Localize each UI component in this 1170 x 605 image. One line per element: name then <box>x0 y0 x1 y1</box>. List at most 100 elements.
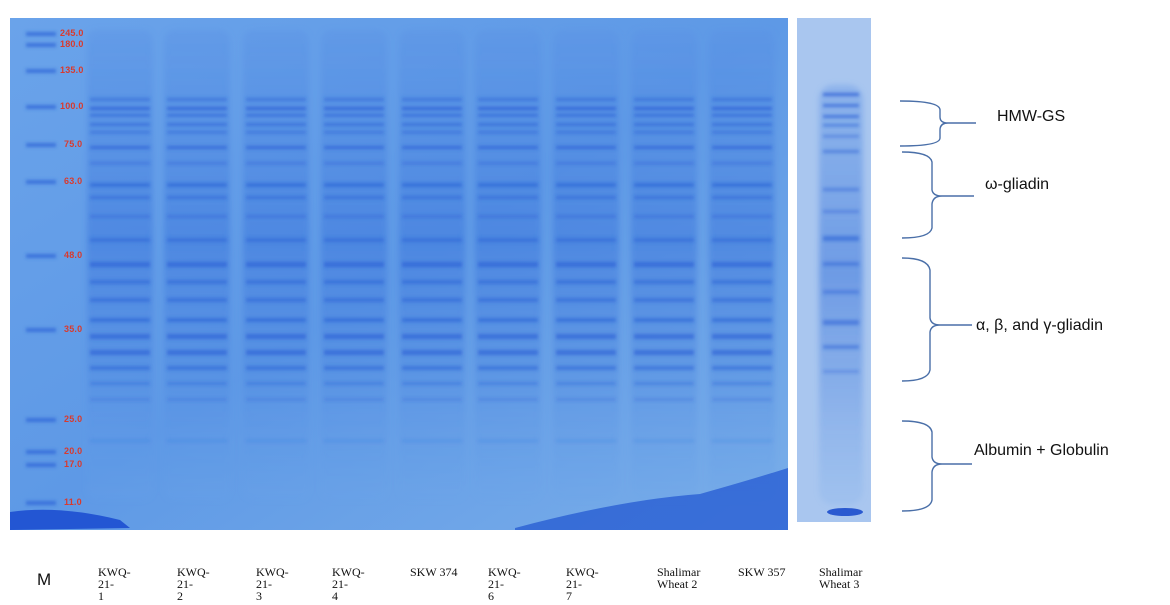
protein-band <box>402 162 462 165</box>
protein-band <box>402 382 462 385</box>
protein-band <box>402 123 462 126</box>
protein-band <box>634 280 694 284</box>
protein-band <box>478 196 538 199</box>
protein-band <box>324 350 384 355</box>
protein-band <box>823 345 859 349</box>
marker-size-label: 135.0 <box>60 65 84 75</box>
protein-band <box>167 131 227 134</box>
marker-band <box>26 69 56 73</box>
protein-band <box>556 366 616 370</box>
dye-front-right <box>515 468 788 530</box>
protein-band <box>823 124 859 127</box>
protein-band <box>167 334 227 339</box>
marker-band <box>26 418 56 422</box>
protein-band <box>324 238 384 242</box>
protein-band <box>478 366 538 370</box>
protein-band <box>712 215 772 218</box>
marker-size-label: 35.0 <box>64 324 83 334</box>
protein-band <box>167 350 227 355</box>
protein-band <box>90 183 150 187</box>
protein-band <box>634 334 694 339</box>
lane-label: KWQ-21- 1 <box>98 565 131 603</box>
protein-band <box>90 114 150 117</box>
protein-band <box>167 98 227 101</box>
protein-band <box>556 162 616 165</box>
protein-band <box>246 298 306 302</box>
protein-band <box>712 196 772 199</box>
protein-band <box>402 280 462 284</box>
protein-band <box>556 215 616 218</box>
protein-band <box>167 215 227 218</box>
protein-band <box>634 262 694 267</box>
protein-band <box>634 318 694 322</box>
protein-band <box>556 298 616 302</box>
protein-band <box>823 188 859 191</box>
protein-band <box>402 350 462 355</box>
protein-band <box>167 366 227 370</box>
protein-band <box>90 196 150 199</box>
protein-band <box>712 398 772 401</box>
dye-front <box>10 509 130 530</box>
protein-band <box>324 98 384 101</box>
lane-label: KWQ-21- 2 <box>177 565 210 603</box>
protein-band <box>402 366 462 370</box>
protein-band <box>246 107 306 110</box>
marker-band <box>26 180 56 184</box>
protein-band <box>712 131 772 134</box>
region-label-abg-gliadin: α, β, and γ-gliadin <box>976 317 1103 334</box>
protein-band <box>478 123 538 126</box>
protein-band <box>823 236 859 241</box>
protein-band <box>556 440 616 442</box>
protein-band <box>246 162 306 165</box>
bracket-abg <box>901 257 972 382</box>
protein-band <box>90 98 150 101</box>
marker-band <box>26 328 56 332</box>
protein-band <box>246 183 306 187</box>
protein-band <box>478 318 538 322</box>
protein-band <box>556 350 616 355</box>
protein-band <box>712 382 772 385</box>
protein-band <box>90 215 150 218</box>
lane-label: KWQ-21- 4 <box>332 565 365 603</box>
protein-band <box>90 398 150 401</box>
protein-band <box>712 98 772 101</box>
protein-band <box>246 262 306 267</box>
marker-band <box>26 105 56 109</box>
region-label-hmw-gs: HMW-GS <box>997 108 1066 125</box>
lane-label: KWQ-21- 3 <box>256 565 289 603</box>
protein-band <box>823 290 859 294</box>
protein-band <box>167 238 227 242</box>
protein-band <box>246 98 306 101</box>
lane-label: KWQ-21- 6 <box>488 565 521 603</box>
protein-band <box>402 318 462 322</box>
protein-band <box>478 146 538 149</box>
protein-band <box>246 318 306 322</box>
protein-band <box>167 298 227 302</box>
protein-band <box>823 210 859 213</box>
protein-band <box>246 350 306 355</box>
protein-band <box>90 280 150 284</box>
protein-band <box>712 440 772 442</box>
protein-band <box>712 366 772 370</box>
protein-band <box>478 238 538 242</box>
protein-band <box>478 107 538 110</box>
protein-band <box>324 183 384 187</box>
protein-band <box>90 366 150 370</box>
bracket-group <box>899 100 976 512</box>
protein-band <box>402 131 462 134</box>
protein-band <box>712 162 772 165</box>
protein-band <box>634 183 694 187</box>
protein-band <box>246 131 306 134</box>
protein-band <box>712 318 772 322</box>
protein-band <box>324 280 384 284</box>
protein-band <box>167 382 227 385</box>
protein-band <box>90 162 150 165</box>
protein-band <box>324 215 384 218</box>
protein-band <box>634 107 694 110</box>
marker-band <box>26 450 56 454</box>
marker-size-label: 100.0 <box>60 101 84 111</box>
protein-band <box>556 262 616 267</box>
protein-band <box>556 382 616 385</box>
protein-band <box>478 440 538 442</box>
protein-band <box>712 262 772 267</box>
